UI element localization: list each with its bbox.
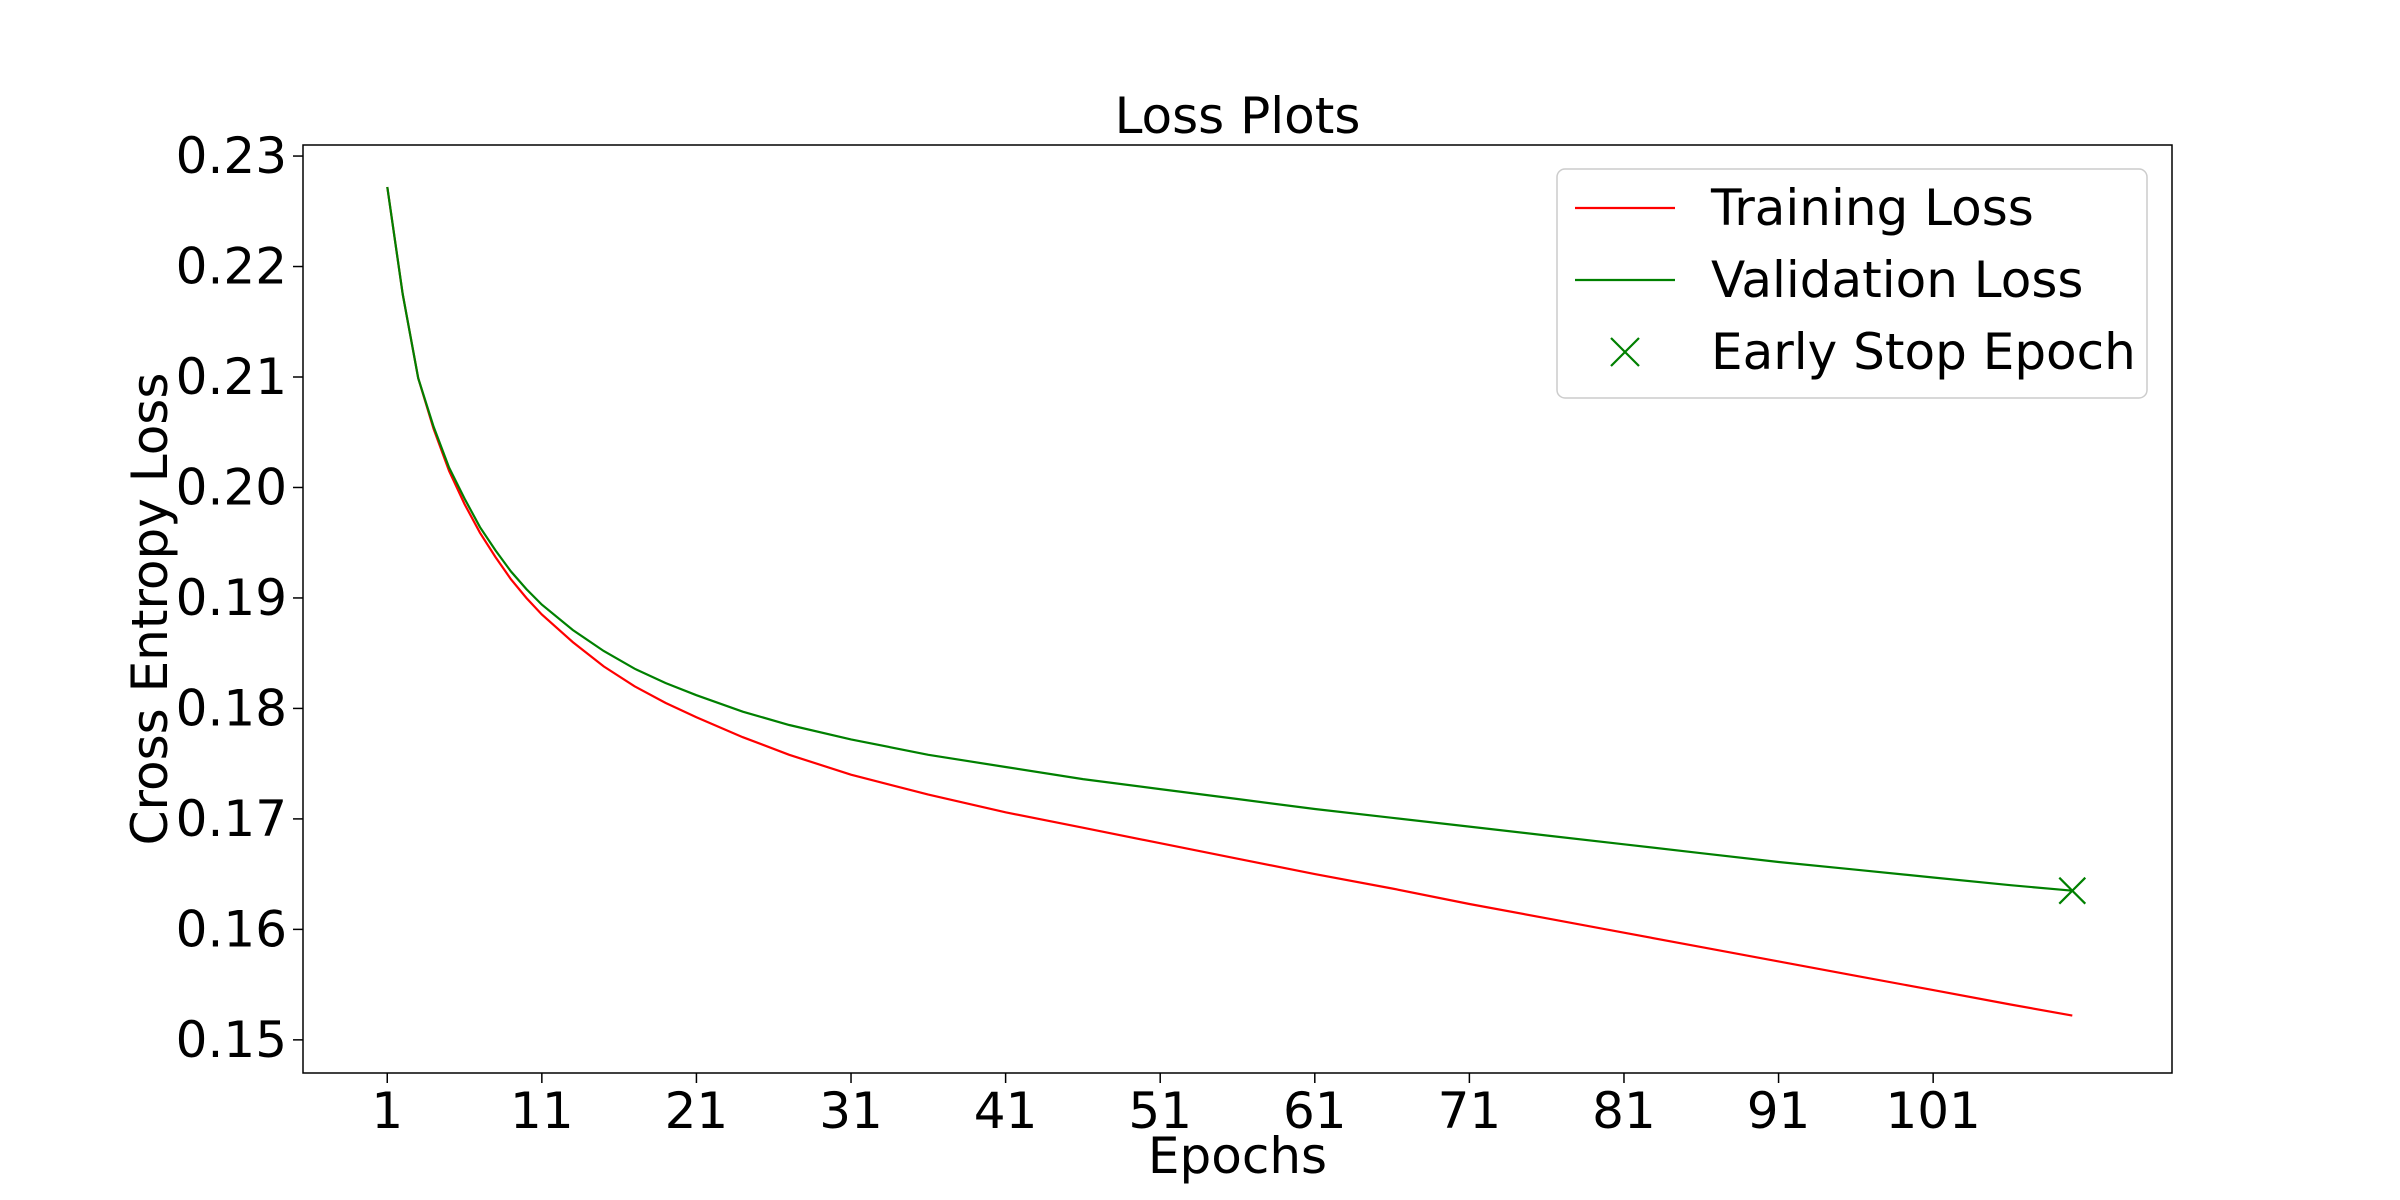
legend: Training Loss Validation Loss Early Stop E… [1556, 168, 2148, 399]
legend-label: Validation Loss [1711, 251, 2083, 309]
series-line-training-loss [386, 186, 2073, 1017]
legend-item-training-loss: Training Loss [1575, 179, 2034, 237]
x-tick-label: 21 [665, 1082, 729, 1140]
legend-item-validation-loss: Validation Loss [1575, 251, 2083, 309]
y-tick-label: 0.15 [176, 1011, 287, 1069]
y-axis: 0.15 0.16 0.17 0.18 0.19 0.20 0.21 0.22 0.23 [176, 127, 303, 1069]
legend-label: Training Loss [1710, 179, 2034, 237]
y-tick-label: 0.18 [176, 679, 287, 737]
early-stop-marker [2058, 876, 2087, 905]
legend-swatch [1610, 337, 1640, 367]
y-tick-label: 0.20 [176, 458, 287, 516]
y-tick-label: 0.22 [176, 238, 287, 296]
y-tick-label: 0.21 [176, 348, 287, 406]
x-axis: 1 11 21 31 41 51 61 71 81 91 101 [371, 1073, 1981, 1140]
y-tick-label: 0.17 [176, 790, 287, 848]
x-tick-label: 1 [371, 1082, 403, 1140]
legend-box [1556, 168, 2148, 399]
series-layer [386, 186, 2087, 1017]
x-tick-label: 41 [974, 1082, 1038, 1140]
plot-area-frame [302, 144, 2173, 1074]
x-tick-label: 11 [510, 1082, 574, 1140]
x-tick-label: 101 [1885, 1082, 1980, 1140]
y-tick-label: 0.19 [176, 569, 287, 627]
series-line-validation-loss [386, 186, 2073, 892]
x-tick-label: 31 [819, 1082, 883, 1140]
x-tick-label: 81 [1592, 1082, 1656, 1140]
x-tick-label: 71 [1438, 1082, 1502, 1140]
x-tick-label: 51 [1128, 1082, 1192, 1140]
y-tick-label: 0.23 [176, 127, 287, 185]
legend-label: Early Stop Epoch [1711, 323, 2136, 381]
x-axis-label: Epochs [1148, 1127, 1327, 1185]
legend-item-early-stop-epoch: Early Stop Epoch [1610, 323, 2136, 381]
x-tick-label: 61 [1283, 1082, 1347, 1140]
y-axis-label: Cross Entropy Loss [121, 373, 179, 846]
chart-title: Loss Plots [1115, 87, 1361, 145]
y-tick-label: 0.16 [176, 900, 287, 958]
x-tick-label: 91 [1747, 1082, 1811, 1140]
